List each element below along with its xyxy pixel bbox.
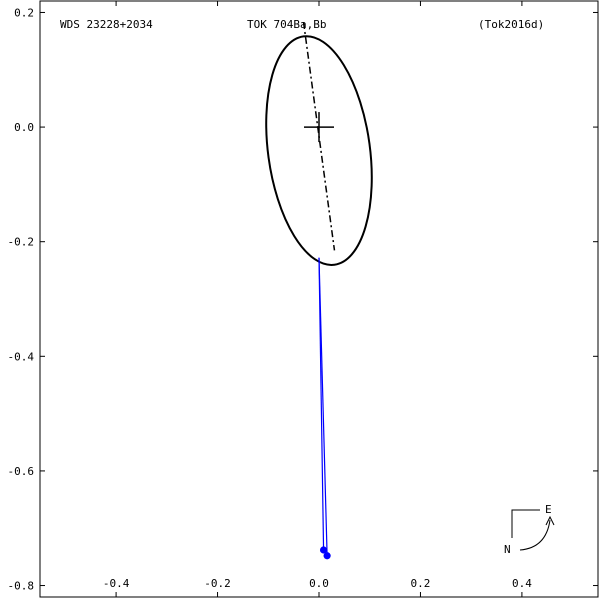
axes-layer: -0.4 -0.2 0.0 0.2 0.4 0.2 0.0 -0.2 -0.4 -0.6 -0.8 [8, 1, 598, 597]
x-tick-label: 0.0 [309, 577, 329, 590]
compass-north-label: N [504, 543, 511, 556]
header-left: WDS 23228+2034 [60, 18, 153, 31]
y-tick-label: -0.4 [8, 350, 35, 363]
observation-point [323, 552, 331, 560]
data-layer [318, 257, 331, 560]
residual-line [318, 257, 328, 556]
y-tick-label: 0.2 [14, 6, 34, 19]
header-center: TOK 704Ba,Bb [247, 18, 326, 31]
plot-frame [39, 0, 599, 598]
compass-east-label: E [545, 503, 552, 516]
orbit-layer [265, 21, 373, 266]
y-tick-label: 0.0 [14, 121, 34, 134]
observation-point [319, 546, 328, 554]
x-tick-label: 0.2 [411, 577, 431, 590]
x-tick-label: -0.2 [204, 577, 231, 590]
compass: E N [504, 503, 555, 556]
x-tick-label: -0.4 [103, 577, 130, 590]
orbit-ellipse [265, 35, 373, 266]
compass-arrowhead-icon [545, 515, 555, 526]
compass-frame [511, 509, 540, 538]
y-tick-label: -0.8 [8, 580, 35, 593]
y-tick-label: -0.6 [8, 465, 35, 478]
y-tick-label: -0.2 [8, 236, 35, 249]
x-tick-label: 0.4 [512, 577, 532, 590]
compass-arrow-icon [519, 519, 551, 551]
header-right: (Tok2016d) [478, 18, 544, 31]
